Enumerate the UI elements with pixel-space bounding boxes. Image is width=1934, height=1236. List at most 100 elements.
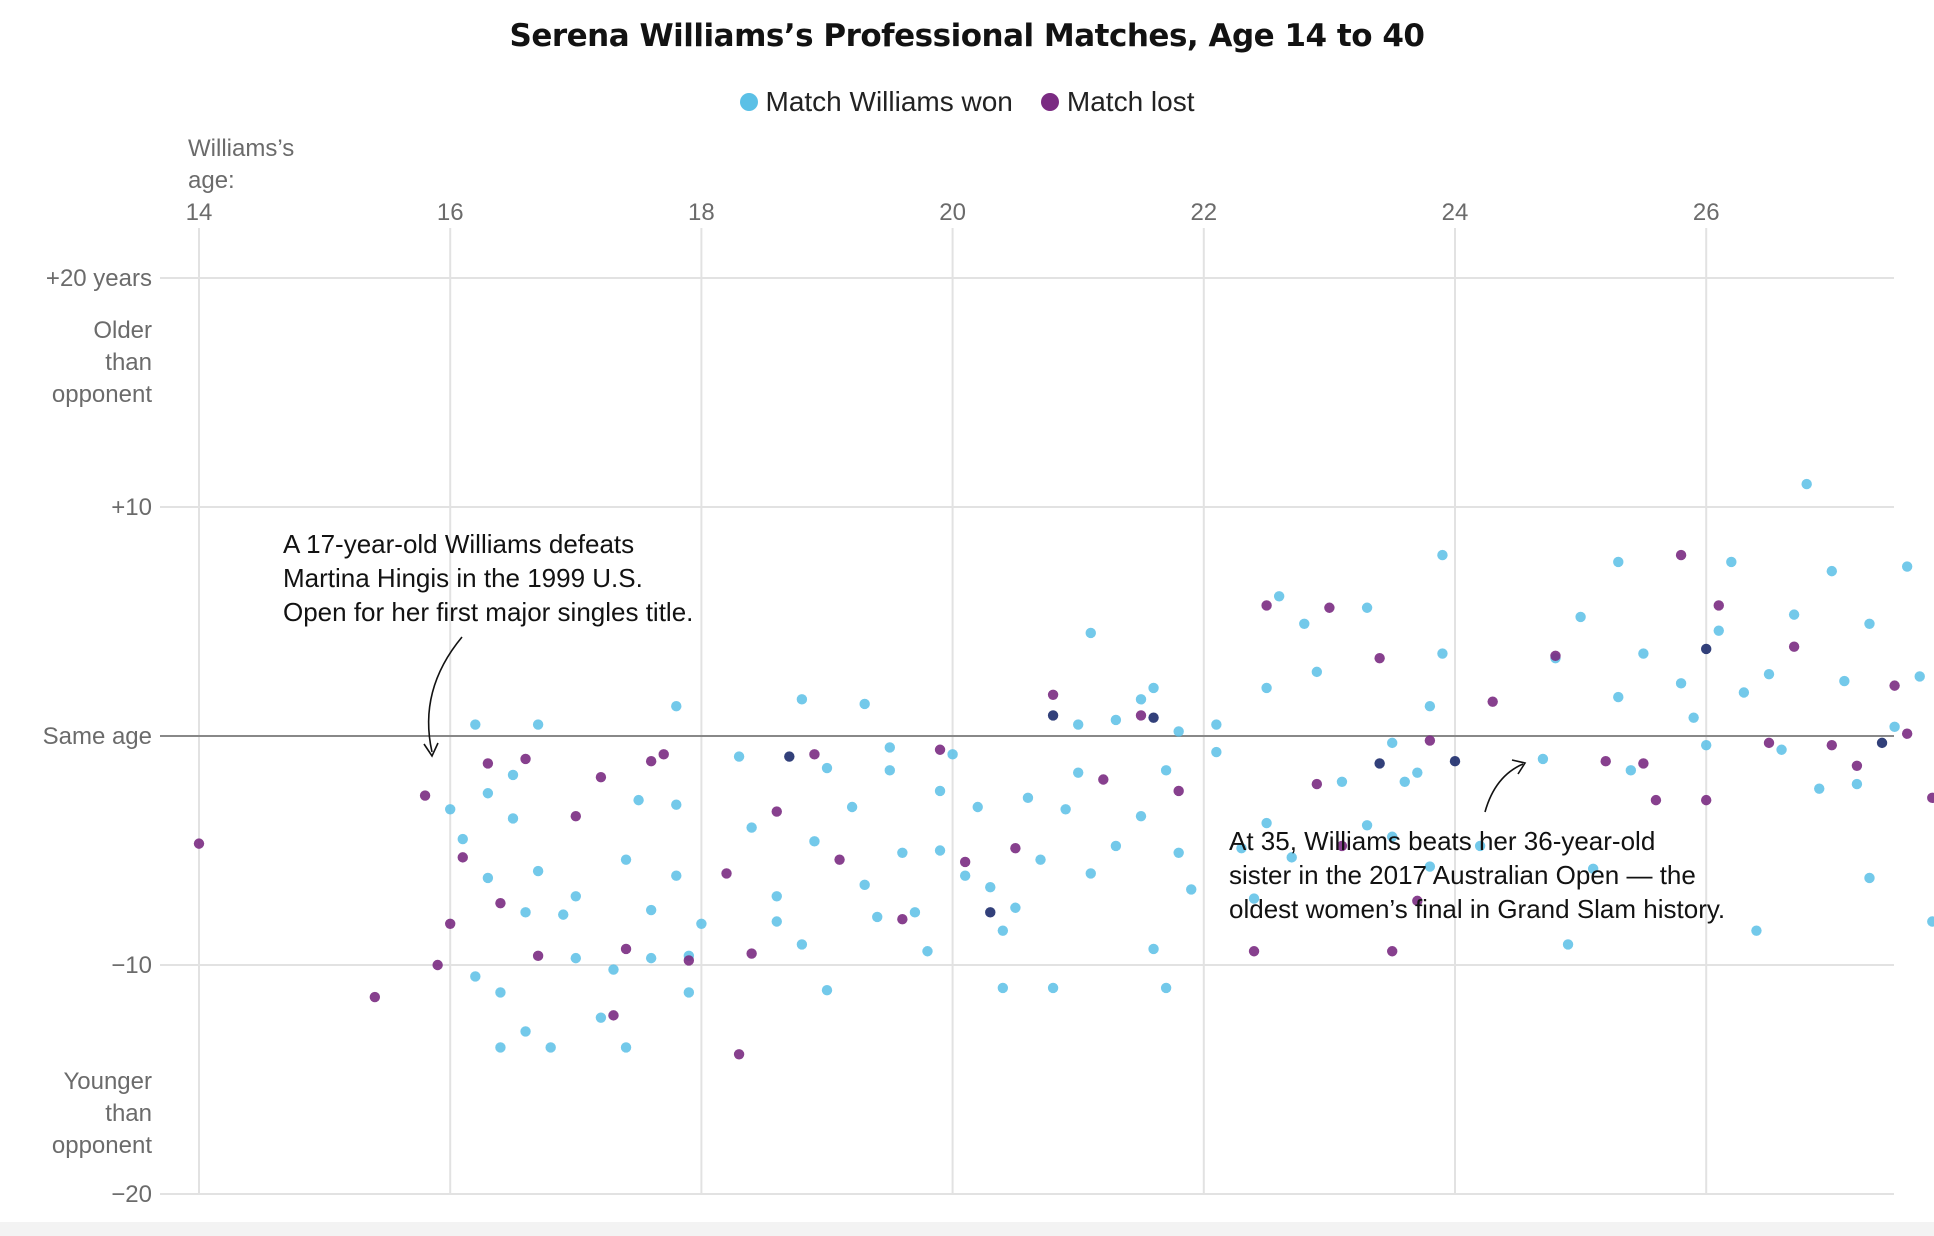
point-won [570, 891, 581, 902]
point-won [1625, 765, 1637, 776]
point-lost [1047, 689, 1059, 700]
point-won [1851, 778, 1863, 790]
point-won [1248, 893, 1260, 904]
x-axis-title: Williams’s [188, 135, 294, 162]
point-won [985, 881, 996, 893]
point-won [1211, 719, 1222, 730]
point-lost [1927, 792, 1934, 804]
annotation-venus-arrowhead [1511, 759, 1527, 775]
point-lost [1675, 549, 1687, 561]
point-won [1901, 561, 1913, 572]
annotation-venus-text: oldest women’s final in Grand Slam histo… [1229, 894, 1725, 924]
point-overlap [784, 751, 795, 762]
point-won [570, 952, 581, 964]
point-won [1437, 648, 1448, 659]
point-won [1236, 843, 1247, 854]
point-won [1726, 556, 1737, 568]
y-tick-label: +20 years [46, 265, 152, 292]
point-won [1889, 721, 1900, 733]
point-won [1035, 854, 1046, 865]
point-won [1701, 739, 1712, 751]
point-won [1587, 863, 1599, 875]
point-lost [645, 755, 657, 767]
point-lost [482, 758, 494, 769]
point-lost [193, 838, 205, 849]
annotation-venus-text: sister in the 2017 Australian Open — the [1229, 860, 1696, 890]
point-won [1424, 861, 1436, 872]
annotation-hingis-text: A 17-year-old Williams defeats [283, 529, 634, 559]
x-tick-label: 18 [688, 199, 715, 226]
point-won [1110, 714, 1122, 726]
annotation-hingis-arrowhead [423, 742, 439, 758]
point-won [683, 987, 695, 998]
point-won [1713, 625, 1724, 636]
point-won [645, 904, 657, 916]
point-won [997, 925, 1009, 936]
point-won [1788, 609, 1800, 620]
point-won [1776, 744, 1787, 755]
point-lost [520, 753, 531, 765]
point-lost [1851, 760, 1863, 771]
point-won [1261, 817, 1272, 829]
y-label-younger: Younger [63, 1068, 152, 1095]
point-lost [771, 806, 782, 817]
point-won [1424, 701, 1436, 712]
point-won [1361, 602, 1373, 613]
point-overlap [1701, 643, 1712, 655]
point-overlap [1148, 712, 1159, 723]
point-won [595, 1012, 607, 1023]
point-won [1914, 671, 1925, 682]
point-lost [746, 948, 757, 959]
point-won [1160, 765, 1172, 776]
point-lost [432, 959, 443, 971]
point-won [947, 749, 958, 760]
point-lost [1763, 737, 1775, 749]
point-won [1763, 668, 1775, 680]
point-overlap [1374, 758, 1385, 769]
point-won [934, 845, 946, 856]
point-won [1801, 478, 1812, 490]
point-lost [369, 991, 381, 1003]
point-won [796, 939, 808, 950]
point-won [1261, 682, 1272, 694]
point-lost [658, 749, 669, 760]
point-won [859, 698, 870, 710]
point-won [1537, 753, 1549, 765]
x-tick-label: 20 [939, 199, 966, 226]
point-lost [1010, 843, 1021, 854]
legend-item-lost: Match lost [1040, 86, 1195, 118]
point-won [821, 762, 833, 774]
point-won [1399, 776, 1410, 787]
point-won [733, 751, 745, 762]
point-won [1575, 611, 1586, 623]
x-axis-title-2: age: [188, 167, 235, 194]
point-lost [1098, 774, 1109, 785]
point-won [1474, 840, 1486, 852]
point-won [897, 847, 908, 858]
point-lost [532, 950, 544, 962]
point-won [671, 870, 682, 881]
point-won [1273, 591, 1285, 602]
point-won [846, 801, 858, 813]
point-lost [1638, 758, 1649, 769]
point-won [558, 909, 569, 920]
point-lost [1713, 600, 1724, 611]
point-lost [809, 749, 820, 760]
point-won [620, 854, 632, 865]
point-won [1047, 982, 1059, 994]
point-lost [1487, 696, 1498, 707]
annotation-venus-text: At 35, Williams beats her 36-year-old [1229, 826, 1655, 856]
legend-label-lost: Match lost [1066, 86, 1195, 117]
point-won [1387, 831, 1398, 842]
point-won [532, 719, 544, 730]
point-won [1613, 556, 1624, 568]
point-won [771, 891, 782, 902]
legend-swatch-lost [1040, 93, 1059, 111]
point-won [1864, 618, 1875, 629]
point-lost [1788, 641, 1800, 652]
point-won [884, 742, 895, 753]
point-won [1022, 792, 1034, 804]
point-lost [934, 744, 946, 755]
y-label-older: than [105, 349, 152, 376]
